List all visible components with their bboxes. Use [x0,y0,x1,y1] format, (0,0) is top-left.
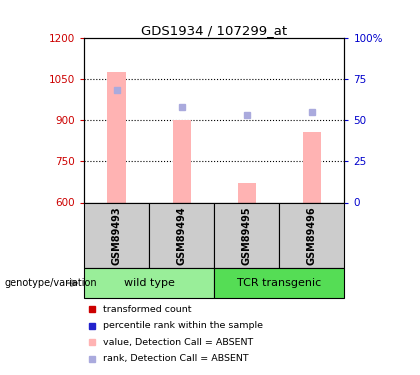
Bar [108,72,126,202]
Text: GDS1934 / 107299_at: GDS1934 / 107299_at [141,24,287,38]
Text: TCR transgenic: TCR transgenic [237,278,321,288]
Text: rank, Detection Call = ABSENT: rank, Detection Call = ABSENT [103,354,249,363]
Bar [279,202,344,268]
Text: GSM89496: GSM89496 [307,206,317,265]
Bar [303,132,321,202]
Text: value, Detection Call = ABSENT: value, Detection Call = ABSENT [103,338,253,347]
Bar [173,120,191,202]
Text: GSM89493: GSM89493 [112,206,121,265]
Bar [214,268,344,298]
Bar [149,202,214,268]
Bar [84,268,214,298]
Bar [214,202,279,268]
Text: GSM89494: GSM89494 [177,206,186,265]
Bar [84,202,149,268]
Text: wild type: wild type [123,278,175,288]
Text: genotype/variation: genotype/variation [4,278,97,288]
Text: GSM89495: GSM89495 [242,206,252,265]
Text: transformed count: transformed count [103,305,192,314]
Text: percentile rank within the sample: percentile rank within the sample [103,321,263,330]
Bar [238,183,256,203]
